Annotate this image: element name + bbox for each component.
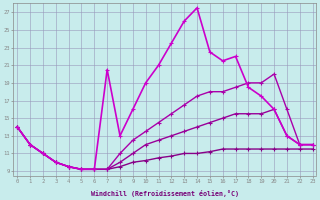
- X-axis label: Windchill (Refroidissement éolien,°C): Windchill (Refroidissement éolien,°C): [91, 190, 239, 197]
